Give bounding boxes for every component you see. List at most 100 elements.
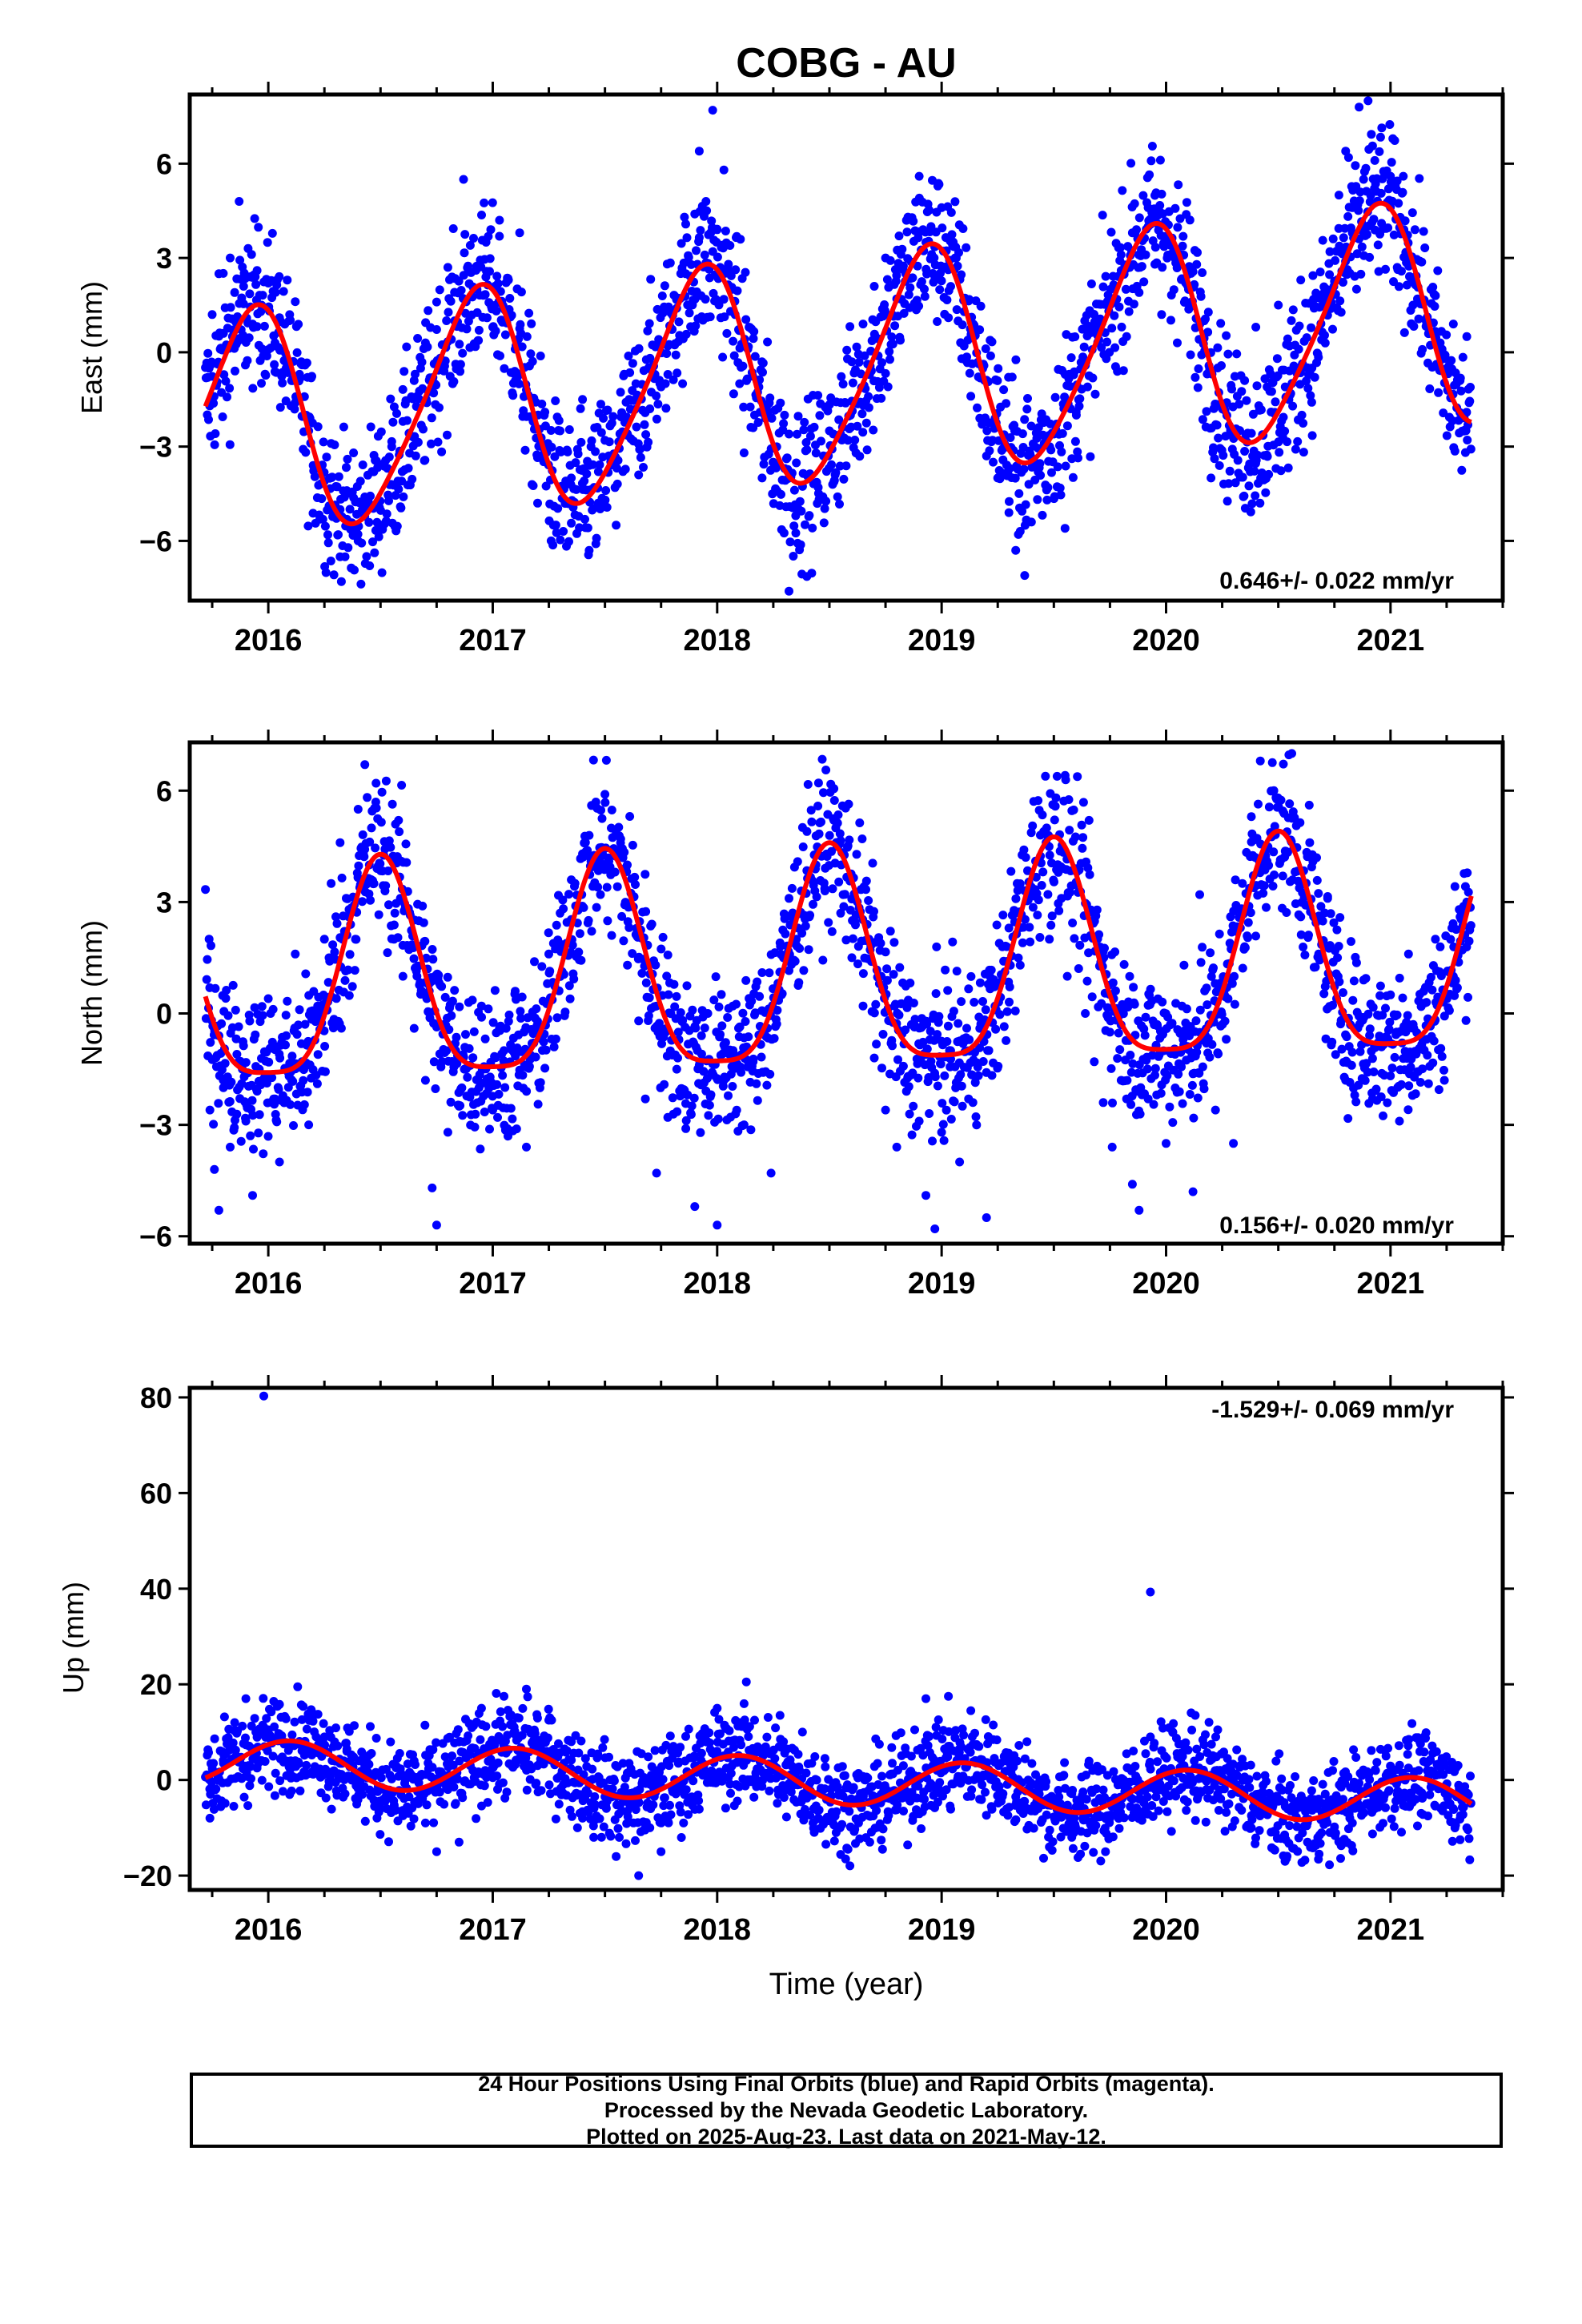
north-data-point <box>1466 921 1476 931</box>
north-data-point <box>1398 993 1407 1003</box>
east-data-point <box>1034 467 1043 476</box>
north-data-point <box>578 849 588 858</box>
north-data-point <box>1238 963 1247 973</box>
north-data-point <box>1108 1098 1117 1108</box>
east-data-point <box>1130 199 1139 208</box>
east-data-point <box>1053 462 1062 472</box>
north-data-point <box>1397 1080 1406 1089</box>
north-data-point <box>313 1001 323 1011</box>
east-data-point <box>749 423 758 432</box>
east-data-point <box>739 448 749 457</box>
east-data-point <box>1173 223 1182 232</box>
north-data-point <box>1126 1100 1136 1109</box>
east-data-point <box>731 265 741 275</box>
east-data-point <box>813 391 823 400</box>
north-data-point <box>1349 976 1359 986</box>
east-data-point <box>546 426 556 435</box>
north-data-point <box>1119 959 1129 969</box>
north-data-point <box>389 920 399 930</box>
east-data-point <box>1367 141 1377 151</box>
north-data-point <box>981 1005 990 1015</box>
east-data-point <box>551 521 560 530</box>
north-xtick-label: 2020 <box>1132 1267 1200 1301</box>
east-data-point <box>480 198 489 207</box>
north-data-point <box>443 972 452 982</box>
east-data-point <box>750 352 760 361</box>
north-data-point <box>1069 805 1078 814</box>
east-data-point <box>513 372 523 381</box>
east-data-point <box>713 225 722 235</box>
north-data-point <box>551 1034 560 1043</box>
north-data-point <box>984 1046 994 1055</box>
east-data-point <box>1375 147 1384 156</box>
east-data-point <box>885 347 894 356</box>
north-rate-label: 0.156+/- 0.020 mm/yr <box>1219 1212 1454 1239</box>
east-data-point <box>1442 330 1452 340</box>
north-data-point <box>202 975 211 984</box>
east-data-point <box>1060 392 1070 402</box>
east-data-point <box>398 384 408 394</box>
east-data-point <box>759 460 769 469</box>
east-data-point <box>811 448 821 458</box>
north-data-point <box>420 1076 430 1085</box>
east-data-point <box>808 523 817 533</box>
north-data-point <box>552 1013 562 1023</box>
east-data-point <box>1223 349 1233 359</box>
north-data-point <box>289 1121 298 1130</box>
east-rate-label: 0.646+/- 0.022 mm/yr <box>1219 568 1454 594</box>
east-data-point <box>975 413 985 423</box>
east-data-point <box>1143 203 1153 212</box>
north-data-point <box>335 838 345 847</box>
east-data-point <box>1046 419 1055 428</box>
east-data-point <box>986 351 995 360</box>
north-data-point <box>888 1041 897 1051</box>
north-data-point <box>380 887 390 895</box>
north-data-point <box>1110 947 1120 957</box>
east-data-point <box>250 214 259 223</box>
chart-title: COBG - AU <box>736 40 956 86</box>
north-data-point <box>468 1053 478 1063</box>
east-points <box>201 96 1476 596</box>
east-data-point <box>505 294 515 303</box>
east-data-point <box>516 287 526 297</box>
east-data-point <box>218 412 227 421</box>
north-data-point <box>970 998 979 1007</box>
east-data-point <box>942 296 952 304</box>
north-ylabel: North (mm) <box>75 920 108 1066</box>
east-data-point <box>496 287 505 296</box>
east-data-point <box>219 328 228 338</box>
north-data-point <box>493 1112 502 1122</box>
north-data-point <box>1189 1113 1199 1123</box>
north-data-point <box>1312 875 1322 885</box>
east-data-point <box>546 536 556 545</box>
north-data-point <box>930 1224 940 1233</box>
north-data-point <box>1230 971 1239 981</box>
east-data-point <box>680 212 689 222</box>
east-data-point <box>1011 355 1021 364</box>
north-data-point <box>903 1072 913 1081</box>
east-data-point <box>342 486 351 496</box>
east-data-point <box>1367 130 1376 139</box>
east-data-point <box>495 231 504 241</box>
east-data-point <box>1457 465 1467 475</box>
north-data-point <box>1386 990 1395 999</box>
north-data-point <box>587 927 596 936</box>
east-data-point <box>1196 292 1206 301</box>
east-data-point <box>1047 468 1056 477</box>
east-data-point <box>1386 171 1395 181</box>
east-data-point <box>692 246 701 255</box>
north-data-point <box>225 1097 235 1106</box>
east-data-point <box>898 261 908 271</box>
east-data-point <box>223 392 231 402</box>
north-data-point <box>933 1081 942 1091</box>
north-data-point <box>275 1157 284 1167</box>
east-data-point <box>707 216 717 226</box>
north-data-point <box>1367 1094 1377 1104</box>
north-data-point <box>1435 942 1445 951</box>
east-data-point <box>877 393 886 403</box>
north-data-point <box>241 1058 251 1068</box>
north-data-point <box>1073 772 1082 782</box>
north-data-point <box>255 1110 264 1120</box>
north-data-point <box>1034 895 1043 905</box>
east-data-point <box>848 378 857 388</box>
